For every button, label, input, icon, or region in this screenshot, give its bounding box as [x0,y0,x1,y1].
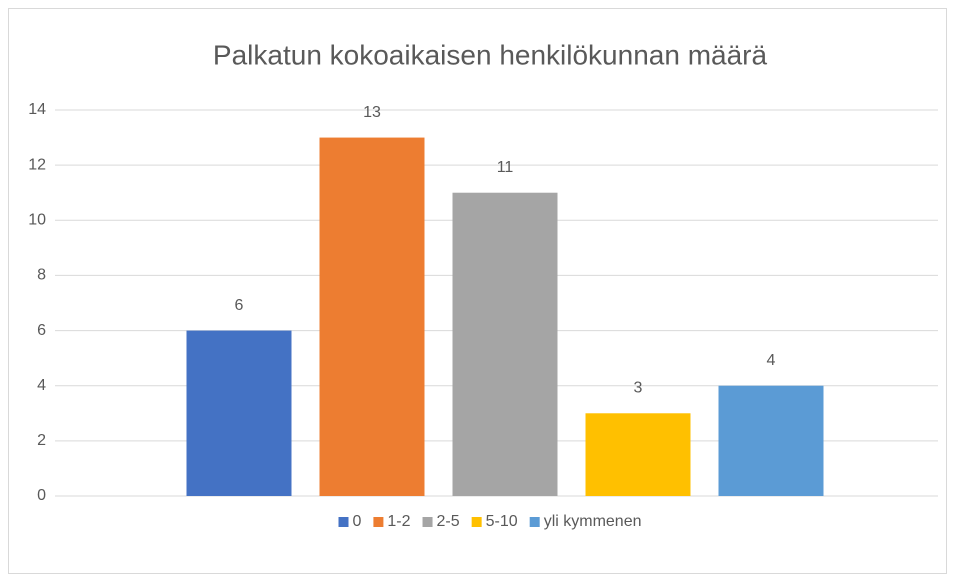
y-tick-label: 4 [37,377,46,394]
bar [186,330,292,496]
bar [319,137,425,497]
legend-item: 1-2 [373,513,411,530]
data-label: 3 [634,380,643,397]
legend-swatch [471,517,482,527]
legend-swatch [422,517,433,527]
legend-label: 1-2 [387,513,410,530]
data-label: 13 [363,104,381,121]
legend-item: yli kymmenen [529,513,642,530]
y-tick-label: 6 [37,322,46,339]
bar [718,385,824,496]
legend-swatch [338,517,349,527]
chart-title: Palkatun kokoaikaisen henkilökunnan määr… [213,39,768,70]
legend-label: 2-5 [437,513,460,530]
data-label: 6 [235,297,244,314]
bar [452,192,558,496]
legend-label: yli kymmenen [544,513,642,530]
bar [585,413,691,496]
data-label: 4 [767,352,776,369]
y-tick-label: 10 [28,212,46,229]
legend-item: 5-10 [471,513,518,530]
legend-item: 0 [338,513,362,530]
y-tick-label: 8 [37,267,46,284]
y-tick-label: 14 [28,101,46,118]
y-tick-label: 2 [37,432,46,449]
data-label: 11 [497,159,514,176]
y-tick-label: 12 [28,156,46,173]
legend-label: 5-10 [486,513,518,530]
legend-swatch [373,517,384,527]
legend-label: 0 [353,513,362,530]
legend-swatch [529,517,540,527]
y-tick-label: 0 [37,487,46,504]
legend-item: 2-5 [422,513,460,530]
